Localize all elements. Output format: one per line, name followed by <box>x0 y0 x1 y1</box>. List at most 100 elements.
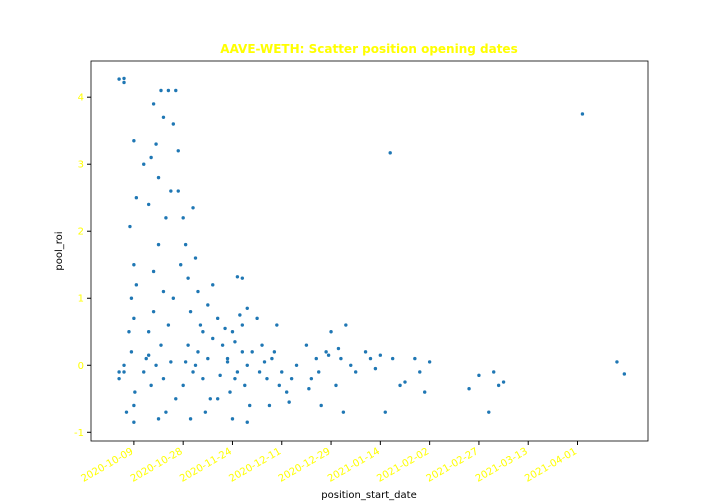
point <box>398 383 402 388</box>
point <box>326 353 331 357</box>
point <box>245 306 249 311</box>
point <box>225 360 230 364</box>
point <box>117 370 121 374</box>
x-axis-label: position_start_date <box>321 490 416 501</box>
point <box>622 372 627 376</box>
point <box>142 370 146 374</box>
x-tick-label: 2021-03-13 <box>474 446 530 485</box>
point <box>174 88 178 93</box>
point <box>154 363 158 367</box>
point <box>117 77 121 81</box>
point <box>341 410 346 414</box>
point <box>304 343 309 347</box>
point <box>413 356 417 361</box>
point <box>203 410 208 414</box>
point <box>339 356 343 361</box>
point <box>179 263 183 267</box>
point <box>275 323 279 327</box>
point <box>159 343 163 347</box>
point <box>267 403 272 408</box>
point <box>166 323 171 327</box>
y-tick-label: -1 <box>74 428 84 439</box>
point <box>191 206 195 210</box>
point <box>272 350 277 354</box>
point <box>501 380 506 384</box>
point <box>238 313 242 317</box>
point <box>403 380 407 384</box>
point <box>240 323 245 327</box>
point <box>142 162 146 166</box>
point <box>196 289 200 294</box>
point <box>133 390 137 394</box>
point <box>240 276 245 280</box>
point <box>314 356 318 361</box>
point <box>230 417 235 421</box>
point <box>208 397 212 401</box>
point <box>390 356 395 361</box>
point <box>181 383 185 388</box>
plot-frame <box>90 60 649 442</box>
point <box>124 410 129 414</box>
point <box>181 216 185 220</box>
point <box>122 363 126 367</box>
point <box>353 370 358 374</box>
point <box>383 410 387 414</box>
point <box>265 376 269 381</box>
y-tick-label: 2 <box>78 227 84 238</box>
point <box>117 376 121 381</box>
point <box>233 376 237 381</box>
point <box>230 330 235 334</box>
point <box>144 356 148 361</box>
point <box>196 350 200 354</box>
point <box>146 202 151 207</box>
point <box>169 360 173 364</box>
y-tick-label: 3 <box>78 160 84 171</box>
x-tick-label: 2021-01-14 <box>326 446 382 485</box>
point <box>161 115 166 119</box>
point <box>134 196 139 200</box>
point <box>289 376 294 381</box>
point <box>373 366 378 371</box>
point <box>156 417 161 421</box>
point <box>188 309 193 314</box>
point <box>284 390 289 394</box>
point <box>368 356 373 361</box>
point <box>294 363 299 367</box>
point <box>132 403 136 408</box>
point <box>132 420 136 424</box>
point <box>233 340 237 344</box>
point <box>487 410 491 414</box>
point <box>176 189 180 193</box>
point <box>146 353 151 357</box>
point <box>211 283 215 287</box>
point <box>225 356 230 361</box>
point <box>191 370 195 374</box>
point <box>128 224 132 229</box>
point <box>215 397 220 401</box>
point <box>307 387 311 391</box>
point <box>176 149 180 153</box>
y-tick-label: 1 <box>78 294 84 305</box>
point <box>280 370 284 374</box>
x-tick-label: 2021-02-27 <box>425 446 481 485</box>
point <box>245 363 249 367</box>
point <box>149 383 153 388</box>
point <box>146 330 151 334</box>
x-tick-label: 2020-10-28 <box>129 446 185 485</box>
point <box>467 387 471 391</box>
point <box>151 102 156 106</box>
x-tick-label: 2021-02-02 <box>375 446 431 485</box>
point <box>418 370 422 374</box>
point <box>336 346 341 351</box>
point <box>171 122 176 126</box>
point <box>223 326 227 331</box>
point <box>240 350 245 354</box>
point <box>257 370 262 374</box>
point <box>243 383 247 388</box>
point <box>317 370 321 374</box>
point <box>164 410 168 414</box>
point <box>122 80 126 85</box>
x-tick-label: 2021-04-01 <box>523 446 579 485</box>
point <box>255 316 259 321</box>
point <box>349 363 353 367</box>
